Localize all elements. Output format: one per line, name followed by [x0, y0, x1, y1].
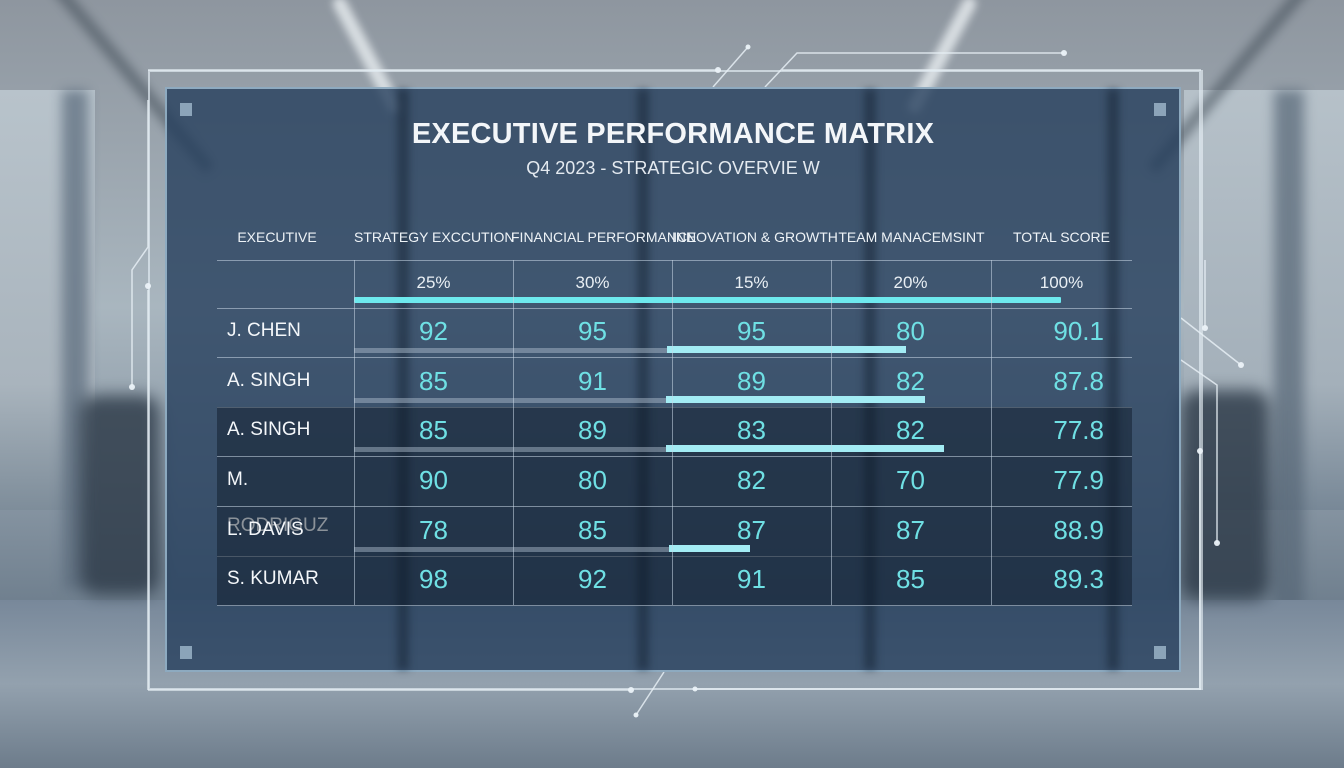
page-subtitle: Q4 2023 - STRATEGIC OVERVIE W: [526, 158, 820, 178]
table-row[interactable]: J. CHEN 92 95 95 80 90.1: [217, 308, 1132, 358]
score-team: 80: [896, 316, 925, 346]
weights-row: 25% 30% 15% 20% 100%: [217, 260, 1132, 309]
score-total: 77.8: [1053, 415, 1104, 445]
score-financial: 92: [578, 564, 607, 594]
column-divider: [831, 260, 832, 605]
score-team: 70: [896, 465, 925, 495]
row-bar-track: [354, 398, 669, 403]
score-innovation: 91: [737, 564, 766, 594]
executive-name: M. RODRIGUZ: [227, 469, 329, 536]
score-total: 90.1: [1053, 316, 1104, 346]
score-total: 89.3: [1053, 564, 1104, 594]
score-strategy: 92: [419, 316, 448, 346]
score-financial: 95: [578, 316, 607, 346]
row-progress-bar: [666, 396, 925, 403]
score-innovation: 83: [737, 415, 766, 445]
score-team: 85: [896, 564, 925, 594]
score-strategy: 85: [419, 415, 448, 445]
column-header-team[interactable]: TEAM MANACEMSINT: [838, 229, 985, 245]
row-bar-track: [354, 447, 669, 452]
score-strategy: 90: [419, 465, 448, 495]
score-strategy: 85: [419, 366, 448, 396]
score-total: 88.9: [1053, 515, 1104, 545]
background-chair: [80, 395, 160, 595]
score-innovation: 82: [737, 465, 766, 495]
row-progress-bar: [666, 445, 944, 452]
row-progress-bar: [667, 346, 906, 353]
weight-team: 20%: [893, 273, 928, 292]
column-header-strategy[interactable]: STRATEGY EXCCUTION: [354, 229, 515, 245]
executive-name: J. CHEN: [227, 320, 301, 341]
table-row[interactable]: L. DAVIS 78 85 87 87 88.9: [217, 507, 1132, 557]
score-total: 87.8: [1053, 366, 1104, 396]
weight-innovation: 15%: [734, 273, 769, 292]
corner-marker-top-right: [1154, 103, 1166, 116]
row-bar-track: [354, 348, 669, 353]
column-header-total[interactable]: TOTAL SCORE: [1013, 229, 1110, 245]
score-innovation: 87: [737, 515, 766, 545]
weight-financial: 30%: [575, 273, 610, 292]
score-financial: 89: [578, 415, 607, 445]
weights-progress-bar: [354, 297, 1061, 303]
corner-marker-bottom-right: [1154, 646, 1166, 659]
score-innovation: 89: [737, 366, 766, 396]
table-header-row: EXECUTIVE STRATEGY EXCCUTION FINANCIAL P…: [217, 222, 1132, 261]
weight-total: 100%: [1039, 273, 1084, 292]
score-team: 87: [896, 515, 925, 545]
score-team: 82: [896, 366, 925, 396]
score-innovation: 95: [737, 316, 766, 346]
executive-name: A. SINGH: [227, 370, 311, 391]
column-header-executive[interactable]: EXECUTIVE: [237, 229, 317, 245]
score-strategy: 78: [419, 515, 448, 545]
score-strategy: 98: [419, 564, 448, 594]
column-divider: [513, 260, 514, 605]
column-divider: [991, 260, 992, 605]
column-divider: [672, 260, 673, 605]
score-team: 82: [896, 415, 925, 445]
corner-marker-top-left: [180, 103, 192, 116]
corner-marker-bottom-left: [180, 646, 192, 659]
table-row[interactable]: A. SINGH 85 91 89 82 87.8: [217, 358, 1132, 408]
score-financial: 91: [578, 366, 607, 396]
panel-reflection: [637, 89, 649, 670]
executive-name: S. KUMAR: [227, 568, 319, 589]
executive-name: A. SINGH: [227, 419, 311, 440]
panel-reflection: [397, 89, 409, 670]
table-row[interactable]: M. RODRIGUZ 90 80 82 70 77.9: [217, 457, 1132, 536]
panel-reflection: [1107, 89, 1119, 670]
row-progress-bar: [669, 545, 750, 552]
column-header-innovation[interactable]: INNOVATION & GROWTH: [672, 229, 838, 245]
column-divider: [354, 260, 355, 605]
column-header-financial[interactable]: FINANCIAL PERFORMANCE: [511, 229, 697, 245]
table-row[interactable]: A. SINGH 85 89 83 82 77.8: [217, 407, 1132, 457]
background-pillar-right: [1274, 90, 1304, 610]
executive-name: L. DAVIS: [227, 519, 304, 540]
page-title: EXECUTIVE PERFORMANCE MATRIX: [411, 118, 935, 150]
table-row[interactable]: S. KUMAR 98 92 91 85 89.3: [217, 556, 1132, 606]
score-total: 77.9: [1053, 465, 1104, 495]
score-financial: 80: [578, 465, 607, 495]
weight-strategy: 25%: [416, 273, 451, 292]
panel-reflection: [864, 89, 876, 670]
matrix-panel: [165, 87, 1181, 672]
score-financial: 85: [578, 515, 607, 545]
